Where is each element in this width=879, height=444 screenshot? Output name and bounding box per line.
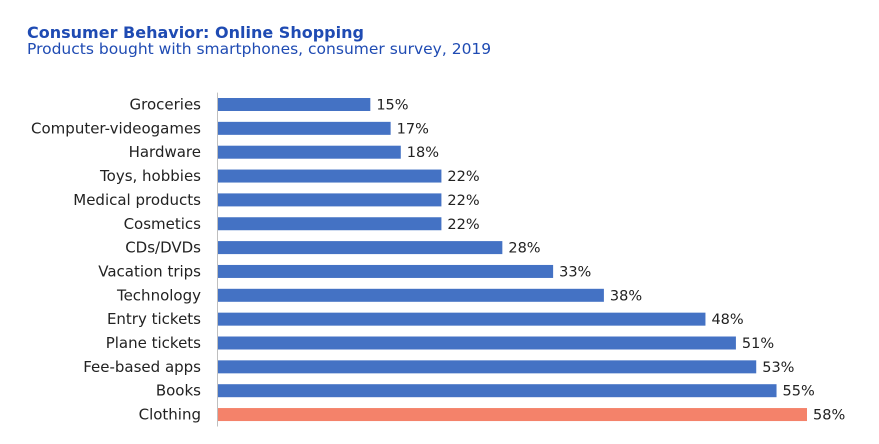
chart-subtitle: Products bought with smartphones, consum… [27, 40, 492, 58]
bar [218, 241, 503, 255]
data-label: 53% [762, 360, 794, 376]
data-label: 38% [610, 288, 642, 304]
category-label: Technology [116, 286, 201, 304]
category-label: Clothing [139, 406, 201, 424]
data-label: 15% [376, 98, 408, 114]
category-label: Plane tickets [106, 334, 201, 352]
category-label: Medical products [73, 191, 201, 209]
category-label: CDs/DVDs [125, 239, 201, 257]
data-label: 18% [407, 145, 439, 161]
category-label: Entry tickets [107, 310, 201, 328]
data-label: 22% [447, 193, 479, 209]
data-label: 33% [559, 264, 591, 280]
category-label: Groceries [130, 96, 202, 114]
bar [218, 145, 401, 159]
bar [218, 360, 757, 374]
category-label: Toys, hobbies [99, 167, 201, 185]
bar [218, 169, 442, 183]
category-label: Hardware [129, 143, 201, 161]
data-label: 58% [813, 408, 845, 424]
bar [218, 217, 442, 231]
category-label: Cosmetics [124, 215, 202, 233]
data-label: 55% [783, 384, 815, 400]
bar-highlight [218, 408, 807, 422]
data-label: 22% [447, 217, 479, 233]
data-label: 22% [447, 169, 479, 185]
chart-title: Consumer Behavior: Online Shopping [27, 23, 364, 42]
bar [218, 384, 777, 398]
category-label: Fee-based apps [83, 358, 201, 376]
category-label: Books [156, 382, 201, 400]
bar [218, 312, 706, 326]
bar [218, 98, 371, 111]
data-label: 17% [397, 121, 429, 137]
bar [218, 336, 736, 350]
bar [218, 121, 391, 135]
category-label: Vacation trips [98, 262, 201, 280]
bar [218, 264, 554, 278]
bar [218, 193, 442, 207]
category-label: Computer-videogames [31, 119, 201, 137]
data-label: 51% [742, 336, 774, 352]
data-label: 28% [508, 241, 540, 257]
data-label: 48% [711, 312, 743, 328]
bar [218, 288, 604, 302]
